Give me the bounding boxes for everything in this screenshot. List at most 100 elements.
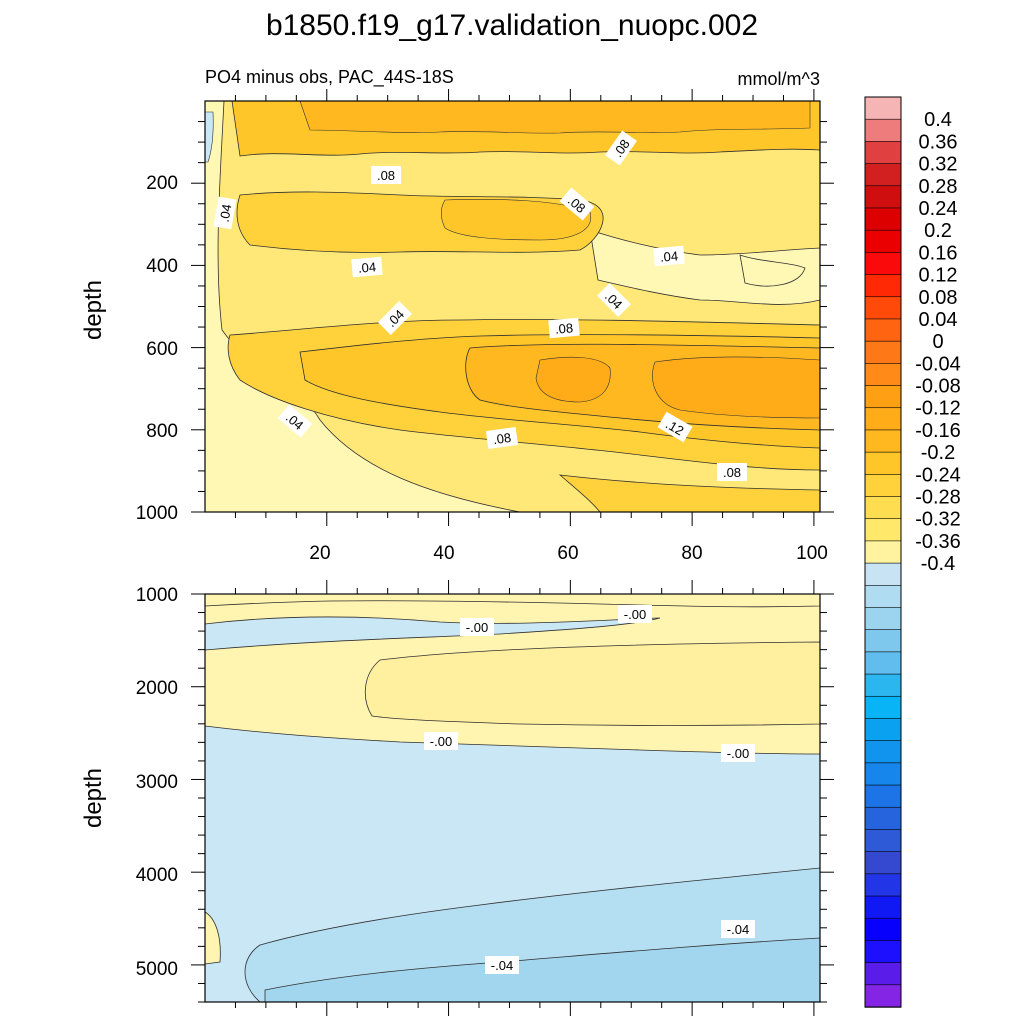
upper-ticks (191, 89, 834, 526)
upper-xtick-80: 80 (681, 543, 702, 564)
colorbar-label-18: -0.32 (915, 509, 961, 531)
lower-label-1-text: -.00 (624, 607, 646, 622)
upper-ytick-1000: 1000 (136, 503, 178, 524)
lower-ytick-3000: 3000 (136, 772, 178, 793)
lower-label-4: -.04 (721, 920, 755, 938)
upper-xtick-40: 40 (433, 543, 454, 564)
colorbar-box-28 (864, 718, 902, 742)
lower-label-5-text: -.04 (491, 958, 513, 973)
lower-contour-labels: -.00 -.00 -.00 -.00 -.04 -.04 (424, 605, 755, 974)
colorbar-box-11 (864, 340, 902, 365)
upper-label-3-text: .04 (217, 203, 235, 223)
lower-label-2: -.00 (424, 732, 458, 750)
colorbar-box-19 (864, 518, 902, 542)
colorbar-label-0: 0.4 (924, 109, 952, 131)
colorbar-box-13 (864, 385, 902, 409)
colorbar-box-9 (864, 296, 902, 320)
colorbar-box-39 (864, 962, 902, 986)
upper-label-8: .08 (548, 317, 580, 339)
colorbar-box-21 (864, 562, 902, 586)
colorbar-boxes (864, 96, 902, 1008)
lower-label-5: -.04 (485, 956, 519, 974)
upper-fill-low-right-2 (739, 254, 806, 287)
upper-units: mmol/m^3 (738, 69, 820, 89)
colorbar-label-7: 0.12 (919, 265, 958, 287)
colorbar-box-34 (864, 851, 902, 875)
lower-panel: -.00 -.00 -.00 -.00 -.04 -.04 1000 2000 … (80, 580, 834, 1016)
colorbar-box-7 (864, 252, 902, 276)
upper-label-11-text: .08 (492, 430, 512, 447)
colorbar-label-4: 0.24 (919, 198, 958, 220)
colorbar-box-29 (864, 740, 902, 764)
chart-title: b1850.f19_g17.validation_nuopc.002 (266, 9, 758, 42)
colorbar-label-1: 0.36 (919, 131, 958, 153)
colorbar-labels: 0.40.360.320.280.240.20.160.120.080.040-… (915, 109, 961, 575)
colorbar-box-1 (864, 118, 902, 143)
lower-fill-top-strip (205, 594, 820, 608)
upper-label-8-text: .08 (554, 320, 573, 337)
lower-label-1: -.00 (618, 605, 652, 623)
lower-label-3: -.00 (721, 744, 755, 762)
lower-ytick-5000: 5000 (136, 959, 178, 980)
colorbar-label-10: 0 (932, 331, 943, 353)
colorbar-label-13: -0.12 (915, 398, 961, 420)
upper-label-0: .08 (371, 166, 401, 184)
colorbar-box-25 (864, 651, 902, 675)
colorbar-box-37 (864, 917, 902, 942)
colorbar-label-8: 0.08 (919, 287, 958, 309)
upper-fill-upper-mid-core (440, 199, 592, 241)
colorbar-label-15: -0.2 (921, 442, 955, 464)
upper-xtick-20: 20 (309, 543, 330, 564)
colorbar-label-5: 0.2 (924, 220, 952, 242)
upper-fill-negative-strip (205, 111, 214, 163)
colorbar-label-16: -0.24 (915, 464, 961, 486)
upper-ytick-400: 400 (146, 256, 178, 277)
upper-subtitle: PO4 minus obs, PAC_44S-18S (205, 67, 454, 88)
upper-label-12: .08 (717, 463, 747, 481)
upper-label-10: .12 (657, 411, 693, 443)
colorbar-box-22 (864, 584, 902, 609)
colorbar-box-35 (864, 873, 902, 897)
upper-contour-fills (205, 101, 820, 512)
upper-ylabel: depth (80, 280, 107, 340)
upper-fill-deep-core-b (652, 356, 820, 419)
upper-label-5-text: .04 (659, 248, 678, 265)
colorbar-label-14: -0.16 (915, 420, 961, 442)
lower-label-0-text: -.00 (466, 620, 488, 635)
upper-label-0-text: .08 (377, 168, 395, 183)
colorbar-label-3: 0.28 (919, 176, 958, 198)
colorbar-label-17: -0.28 (915, 487, 961, 509)
upper-xtick-60: 60 (557, 543, 578, 564)
colorbar-box-32 (864, 806, 902, 831)
colorbar-box-27 (864, 695, 902, 720)
upper-label-3: .04 (213, 196, 237, 230)
lower-fill-surface-blue (205, 616, 661, 651)
colorbar-box-4 (864, 185, 902, 209)
upper-fill-bottom-right (558, 474, 820, 512)
upper-label-2: .08 (559, 187, 595, 221)
upper-label-6: .04 (597, 283, 631, 317)
colorbar-box-2 (864, 141, 902, 165)
colorbar-box-5 (864, 207, 902, 231)
lower-label-2-text: -.00 (430, 734, 452, 749)
colorbar-box-31 (864, 784, 902, 808)
colorbar-label-2: 0.32 (919, 154, 958, 176)
colorbar-box-40 (864, 984, 902, 1008)
lower-fill-left-yellow (205, 911, 221, 965)
upper-ytick-600: 600 (146, 339, 178, 360)
lower-label-0: -.00 (460, 618, 494, 636)
upper-label-7: .04 (378, 301, 412, 335)
colorbar-box-16 (864, 451, 902, 476)
colorbar-box-14 (864, 407, 902, 431)
upper-label-5: .04 (653, 245, 685, 267)
upper-contour-labels: .08 .08 .08 .04 .04 .04 .04 .04 .08 .04 … (213, 130, 747, 481)
colorbar-box-23 (864, 607, 902, 631)
lower-fill-deepest-blue (264, 937, 820, 1002)
colorbar-box-30 (864, 762, 902, 786)
lower-label-3-text: -.00 (727, 746, 749, 761)
upper-fill-deep-core-a (535, 356, 611, 403)
upper-label-1: .08 (605, 130, 637, 166)
lower-ytick-2000: 2000 (136, 678, 178, 699)
colorbar-label-12: -0.08 (915, 376, 961, 398)
colorbar-label-19: -0.36 (915, 531, 961, 553)
